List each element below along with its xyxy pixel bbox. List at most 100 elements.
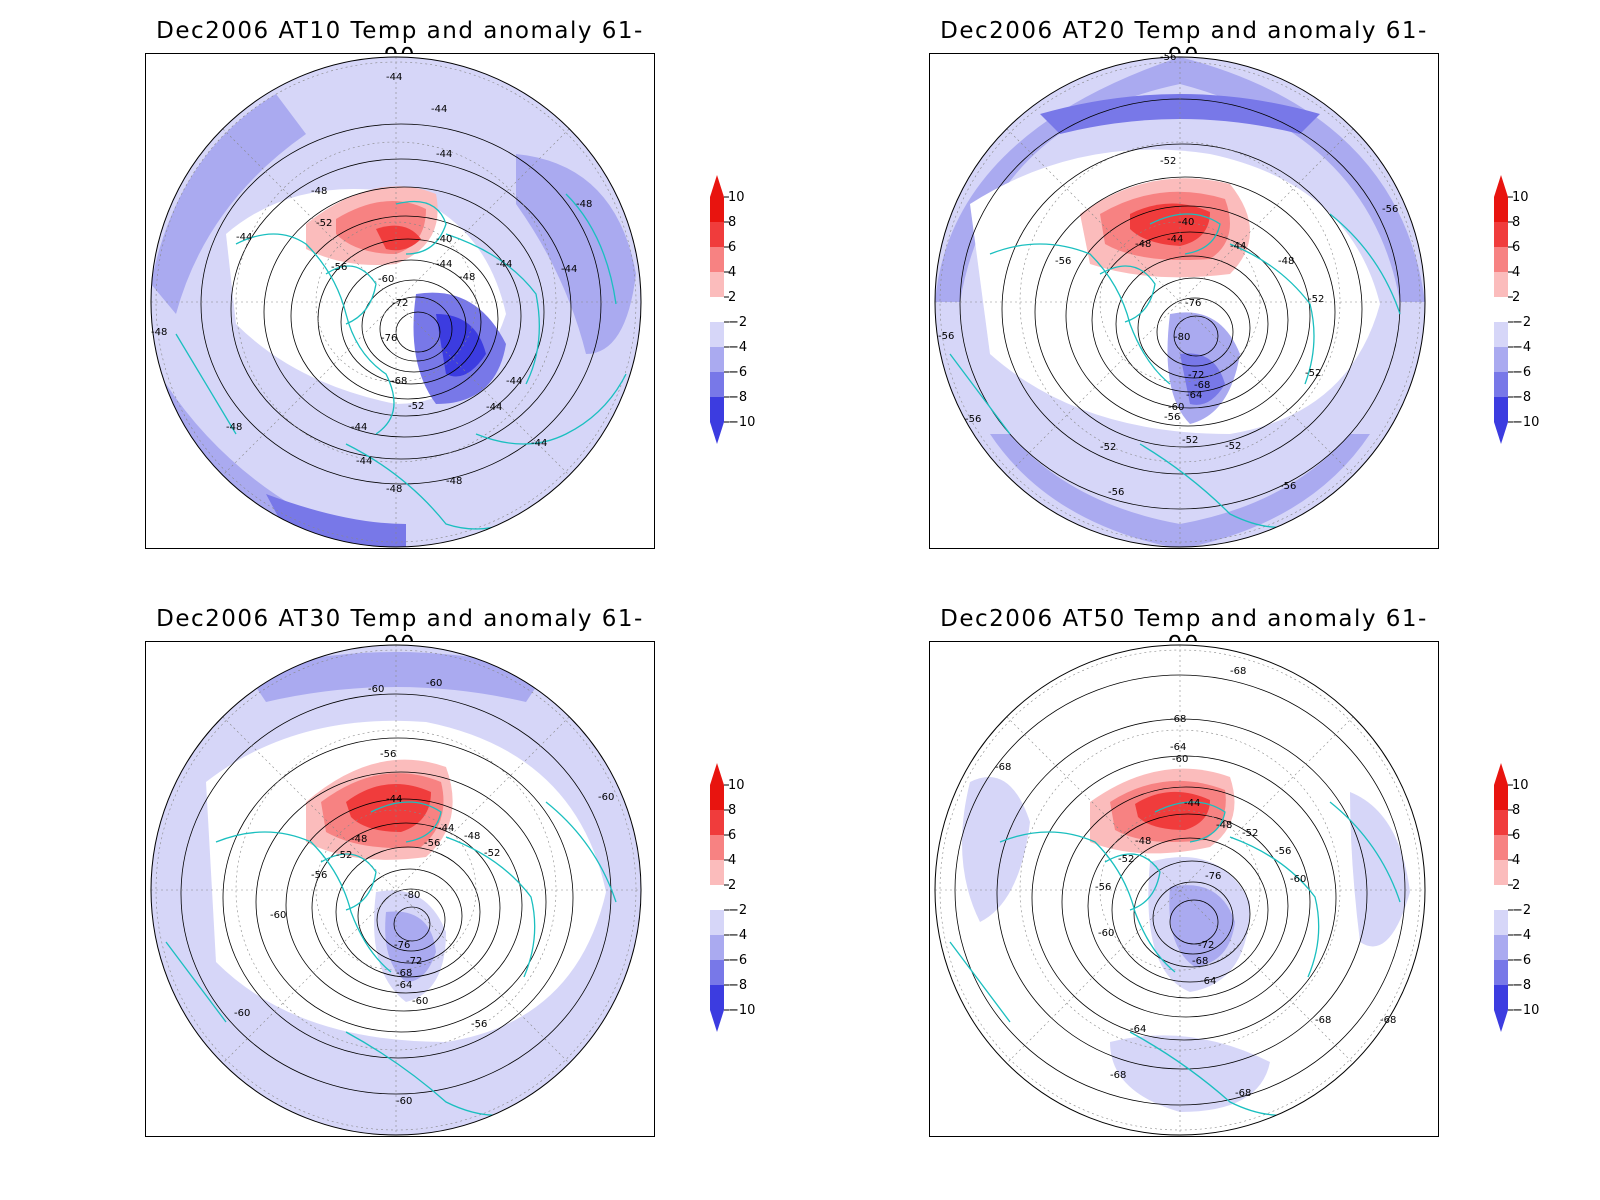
- polar-map: -44 -44 -44 -44 -48 -52 -44 -40 -44 -48 …: [145, 53, 655, 549]
- contour-label: -40: [436, 234, 452, 245]
- colorbar-tick-label: −4: [1512, 340, 1531, 355]
- anomaly-region-negative: [516, 154, 636, 354]
- contour-label: -60: [234, 1008, 250, 1019]
- contour-label: -68: [1230, 666, 1246, 677]
- colorbar-band: [710, 885, 724, 910]
- contour-label: -68: [1380, 1015, 1396, 1026]
- contour-label: -72: [1198, 940, 1214, 951]
- colorbar-tick-label: 6: [1512, 240, 1520, 255]
- colorbar-band: [1494, 222, 1508, 247]
- contour-label: -44: [531, 438, 547, 449]
- contour-label: -56: [1275, 846, 1291, 857]
- anomaly-region-negative: [962, 777, 1030, 922]
- colorbar-svg: 10 8 6 4 2 −2 −4 −6 −8 −10: [1494, 763, 1539, 1032]
- colorbar-band: [710, 297, 724, 322]
- colorbar-tick-label: −6: [728, 953, 747, 968]
- colorbar-band: [1494, 247, 1508, 272]
- colorbar-band: [1494, 910, 1508, 935]
- contour-label: -52: [316, 218, 332, 229]
- contour-label: -56: [1055, 256, 1071, 267]
- contour-label: -68: [1315, 1015, 1331, 1026]
- contour-label: -48: [464, 831, 480, 842]
- colorbar-tick-label: 6: [728, 828, 736, 843]
- colorbar-tick-label: −10: [728, 1003, 755, 1018]
- colorbar-tick-label: 2: [1512, 290, 1520, 305]
- polar-map: -68 -68 -68 -64 -60 -44 -48 -52 -48 -52 …: [929, 641, 1439, 1137]
- colorbar-tick-label: −8: [728, 978, 747, 993]
- colorbar-band: [710, 860, 724, 885]
- colorbar-band: [710, 960, 724, 985]
- contour-label: -60: [1172, 754, 1188, 765]
- coastlines: [949, 213, 1401, 528]
- contour-label: -68: [391, 376, 407, 387]
- lat-lon-grid: [151, 57, 641, 547]
- contour-label: -44: [386, 794, 402, 805]
- lat-lon-grid: [151, 645, 641, 1135]
- contour-label: -56: [1280, 481, 1296, 492]
- contour-label: -56: [1160, 54, 1176, 63]
- colorbar-arrow-top: [1494, 175, 1508, 197]
- colorbar-tick-label: −4: [728, 340, 747, 355]
- contour-label: -56: [965, 414, 981, 425]
- contour-label: -48: [386, 484, 402, 495]
- contour-label: -68: [1194, 380, 1210, 391]
- colorbar-tick-label: 6: [728, 240, 736, 255]
- contour-label: -60: [1098, 928, 1114, 939]
- contour-label: -64: [1186, 390, 1202, 401]
- contour-label: -52: [1308, 294, 1324, 305]
- colorbar-band: [1494, 985, 1508, 1010]
- anomaly-region-neutral: [206, 720, 606, 1042]
- panel-at50: Dec2006 AT50 Temp and anomaly 61-90: [784, 588, 1584, 1188]
- map-svg: -68 -68 -68 -64 -60 -44 -48 -52 -48 -52 …: [934, 644, 1426, 1136]
- colorbar-arrow-top: [710, 175, 724, 197]
- lat-lon-grid: [935, 57, 1425, 547]
- colorbar-svg: 10 8 6 4 2 −2 −4 −6 −8 −10: [710, 763, 755, 1032]
- contour-labels: -56 -52 -40 -48 -44 -44 -48 -56 -56 -56 …: [938, 54, 1398, 498]
- contour-label: -48: [226, 422, 242, 433]
- colorbar-band: [1494, 272, 1508, 297]
- contour-label: -44: [386, 72, 402, 83]
- contour-label: -60: [270, 910, 286, 921]
- contour-label: -48: [459, 272, 475, 283]
- contour-label: -68: [1235, 1088, 1251, 1099]
- contour-label: -44: [1230, 241, 1246, 252]
- contour-label: -64: [1130, 1024, 1146, 1035]
- contour-label: -48: [1216, 820, 1232, 831]
- colorbar-tick-label: 8: [1512, 215, 1520, 230]
- colorbar-band: [710, 835, 724, 860]
- contour-label: -44: [436, 259, 452, 270]
- colorbar-band: [1494, 347, 1508, 372]
- contour-label: -48: [151, 327, 167, 338]
- contour-label: -68: [396, 968, 412, 979]
- colorbar-arrow-top: [1494, 763, 1508, 785]
- contour-labels: -60 -60 -56 -44 -44 -48 -48 -52 -56 -52 …: [234, 678, 614, 1107]
- map-boundary: [934, 644, 1426, 1136]
- colorbar-band: [1494, 197, 1508, 222]
- contour-label: -64: [1200, 976, 1216, 987]
- colorbar-band: [710, 272, 724, 297]
- map-svg: -56 -52 -40 -48 -44 -44 -48 -56 -56 -56 …: [934, 54, 1426, 548]
- contour-label: -76: [381, 333, 397, 344]
- colorbar-band: [1494, 397, 1508, 422]
- contour-labels: -44 -44 -44 -44 -48 -52 -44 -40 -44 -48 …: [151, 72, 592, 495]
- anomaly-region-strong-positive: [346, 784, 431, 832]
- colorbar-band: [1494, 810, 1508, 835]
- anomaly-region-negative: [1350, 792, 1410, 947]
- map-svg: -44 -44 -44 -44 -48 -52 -44 -40 -44 -48 …: [150, 56, 642, 548]
- contour-label: -52: [336, 850, 352, 861]
- anomaly-region-neutral: [970, 149, 1380, 435]
- contour-label: -44: [431, 104, 447, 115]
- contour-label: -52: [1100, 442, 1116, 453]
- colorbar-tick-label: −8: [728, 390, 747, 405]
- colorbar-band: [710, 910, 724, 935]
- anomaly-region-strong-positive: [376, 225, 421, 251]
- anomaly-colorbar: 10 8 6 4 2 −2 −4 −6 −8 −10: [1484, 175, 1564, 465]
- colorbar-tick-label: −4: [1512, 928, 1531, 943]
- contour-label: -60: [396, 1096, 412, 1107]
- contour-label: -44: [436, 149, 452, 160]
- colorbar-tick-label: 4: [1512, 853, 1520, 868]
- coastlines: [175, 193, 627, 530]
- map-svg: -60 -60 -56 -44 -44 -48 -48 -52 -56 -52 …: [150, 644, 642, 1136]
- map-boundary: [150, 644, 642, 1136]
- contour-label: -60: [378, 274, 394, 285]
